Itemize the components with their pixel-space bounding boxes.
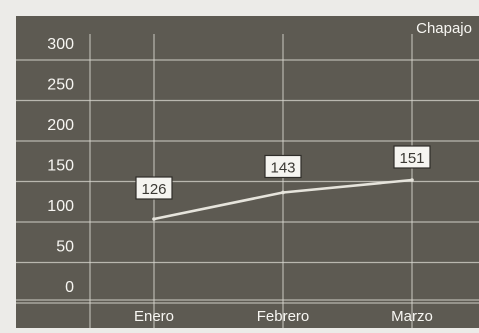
grid-lines xyxy=(16,34,479,328)
x-axis-ticks: Enero Febrero Marzo xyxy=(134,308,433,325)
data-label-box xyxy=(393,145,431,169)
data-labels: 126 143 151 xyxy=(135,145,431,200)
data-label-text: 126 xyxy=(141,181,166,198)
data-label-text: 143 xyxy=(270,159,295,176)
data-label-box xyxy=(135,176,173,200)
data-label: 126 xyxy=(135,176,173,200)
data-label-text: 151 xyxy=(399,150,424,167)
data-label-box xyxy=(264,154,302,179)
x-tick-label: Febrero xyxy=(257,308,310,325)
data-point xyxy=(281,190,285,195)
y-tick-label: 200 xyxy=(47,117,74,134)
data-point xyxy=(410,178,414,182)
y-tick-label: 150 xyxy=(47,158,74,175)
data-label: 143 xyxy=(264,154,302,179)
y-axis-ticks: 0 50 100 150 200 250 300 xyxy=(47,36,74,296)
y-tick-label: 100 xyxy=(47,198,74,215)
x-tick-label: Marzo xyxy=(391,308,433,325)
y-tick-label: 50 xyxy=(56,239,74,256)
plot-background xyxy=(16,16,479,328)
data-point xyxy=(152,217,156,221)
x-tick-label: Enero xyxy=(134,308,174,325)
y-tick-label: 0 xyxy=(65,279,74,296)
y-tick-label: 250 xyxy=(47,77,74,94)
chart-title: Chapajo xyxy=(416,20,472,37)
series-layer xyxy=(152,178,414,221)
data-label: 151 xyxy=(393,145,431,169)
y-tick-label: 300 xyxy=(47,36,74,53)
